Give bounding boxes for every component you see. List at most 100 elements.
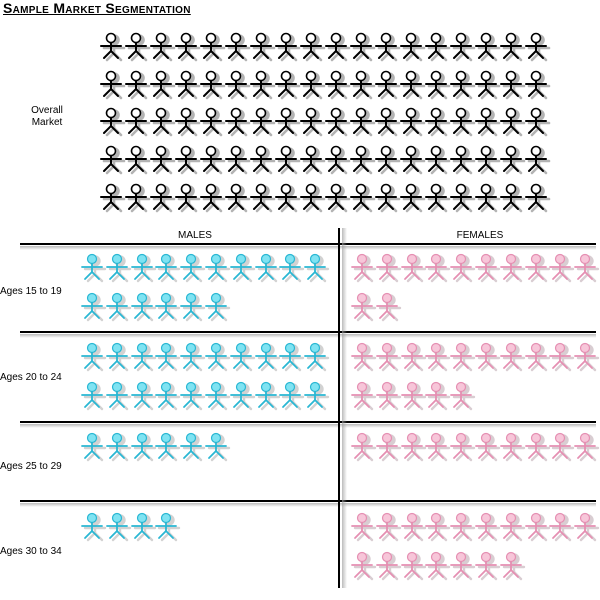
overall-person-icon [150, 32, 176, 62]
female-person-icon [524, 432, 550, 462]
overall-person-icon [250, 145, 276, 175]
female-person-icon [499, 512, 525, 542]
male-person-icon [155, 292, 181, 322]
male-person-icon [81, 292, 107, 322]
divider-line [20, 331, 596, 338]
female-person-icon [450, 512, 476, 542]
overall-person-icon [300, 70, 326, 100]
female-person-icon [351, 512, 377, 542]
overall-person-icon [175, 183, 201, 213]
overall-person-icon [225, 107, 251, 137]
overall-person-icon [275, 145, 301, 175]
female-person-icon [499, 551, 525, 581]
male-person-icon [130, 342, 156, 372]
male-person-icon [105, 512, 131, 542]
overall-person-icon [425, 107, 451, 137]
male-person-icon [279, 381, 305, 411]
overall-person-icon [525, 107, 551, 137]
overall-person-icon [500, 107, 526, 137]
overall-person-icon [100, 107, 126, 137]
overall-person-icon [150, 107, 176, 137]
female-person-icon [524, 253, 550, 283]
overall-person-icon [425, 145, 451, 175]
overall-person-icon [100, 70, 126, 100]
overall-person-icon [125, 145, 151, 175]
female-person-icon [524, 342, 550, 372]
overall-person-icon [325, 32, 351, 62]
age-label-25-29: Ages 25 to 29 [0, 461, 62, 472]
male-person-icon [229, 381, 255, 411]
females-column-heading: FEMALES [456, 230, 504, 241]
overall-person-icon [250, 70, 276, 100]
overall-person-icon [100, 183, 126, 213]
overall-person-icon [425, 183, 451, 213]
overall-person-icon [450, 70, 476, 100]
overall-person-icon [525, 70, 551, 100]
female-person-icon [351, 381, 377, 411]
female-person-icon [549, 342, 575, 372]
female-person-icon [400, 512, 426, 542]
overall-person-icon [125, 32, 151, 62]
female-person-icon [400, 551, 426, 581]
male-person-icon [155, 253, 181, 283]
age-label-15-19: Ages 15 to 19 [0, 286, 62, 297]
overall-person-icon [525, 32, 551, 62]
male-person-icon [254, 253, 280, 283]
overall-person-icon [400, 107, 426, 137]
divider-line [20, 243, 596, 250]
overall-person-icon [400, 70, 426, 100]
female-person-icon [425, 432, 451, 462]
overall-person-icon [525, 183, 551, 213]
male-person-icon [130, 512, 156, 542]
overall-person-icon [475, 32, 501, 62]
male-person-icon [205, 432, 231, 462]
female-person-icon [549, 253, 575, 283]
overall-person-icon [400, 32, 426, 62]
female-person-icon [375, 253, 401, 283]
gender-divider-line [338, 228, 347, 588]
male-person-icon [180, 381, 206, 411]
female-person-icon [450, 253, 476, 283]
overall-person-icon [175, 107, 201, 137]
male-person-icon [155, 342, 181, 372]
overall-person-icon [500, 32, 526, 62]
overall-person-icon [200, 70, 226, 100]
overall-person-icon [225, 183, 251, 213]
overall-person-icon [450, 183, 476, 213]
overall-person-icon [225, 145, 251, 175]
overall-person-icon [225, 32, 251, 62]
male-person-icon [304, 381, 330, 411]
overall-person-icon [400, 183, 426, 213]
overall-person-icon [475, 183, 501, 213]
overall-person-icon [375, 145, 401, 175]
female-person-icon [351, 432, 377, 462]
female-person-icon [524, 512, 550, 542]
male-person-icon [304, 342, 330, 372]
male-person-icon [81, 381, 107, 411]
overall-person-icon [450, 32, 476, 62]
female-person-icon [425, 381, 451, 411]
female-person-icon [574, 342, 600, 372]
overall-person-icon [100, 32, 126, 62]
female-person-icon [375, 292, 401, 322]
overall-person-icon [475, 70, 501, 100]
male-person-icon [130, 292, 156, 322]
overall-person-icon [450, 107, 476, 137]
male-person-icon [254, 342, 280, 372]
female-person-icon [425, 253, 451, 283]
overall-person-icon [325, 183, 351, 213]
female-person-icon [450, 551, 476, 581]
female-person-icon [475, 342, 501, 372]
female-person-icon [549, 432, 575, 462]
male-person-icon [105, 381, 131, 411]
male-person-icon [81, 432, 107, 462]
page-title: Sample Market Segmentation [3, 0, 191, 16]
female-person-icon [351, 342, 377, 372]
male-person-icon [205, 253, 231, 283]
female-person-icon [574, 512, 600, 542]
overall-person-icon [350, 183, 376, 213]
overall-person-icon [225, 70, 251, 100]
overall-person-icon [125, 107, 151, 137]
overall-person-icon [475, 145, 501, 175]
female-person-icon [375, 432, 401, 462]
